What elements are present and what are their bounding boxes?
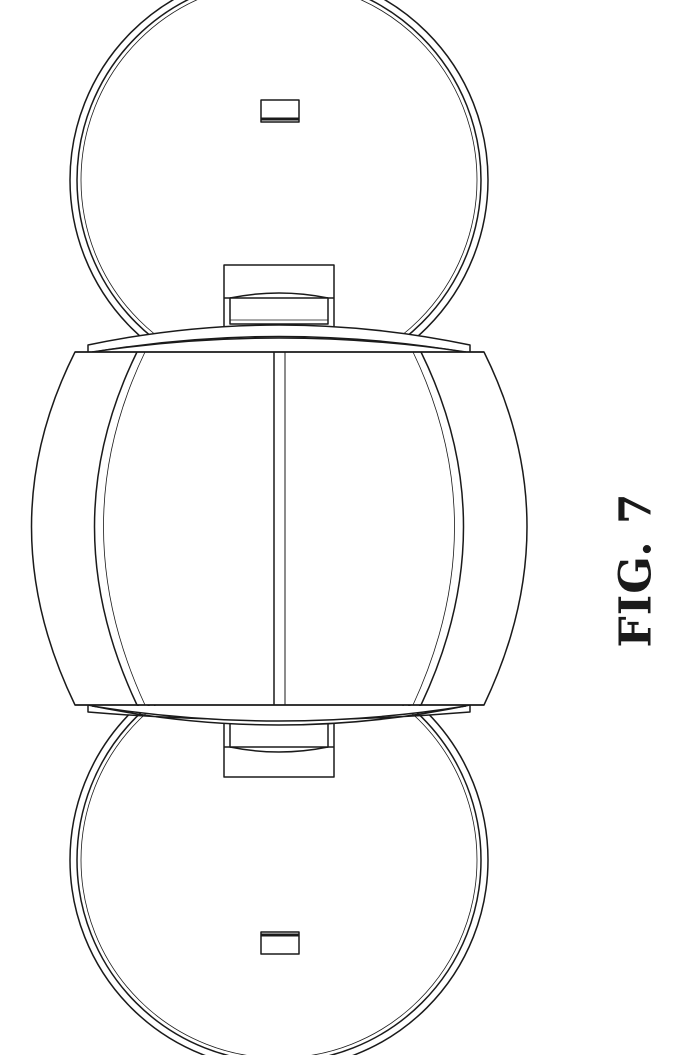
top-hinge [224, 265, 334, 327]
figure-label: FIG. 7 [611, 492, 662, 647]
top-rim-band [88, 325, 470, 353]
bottom-rim-band [88, 705, 470, 725]
main-body [32, 352, 528, 705]
body-outline [32, 352, 528, 705]
